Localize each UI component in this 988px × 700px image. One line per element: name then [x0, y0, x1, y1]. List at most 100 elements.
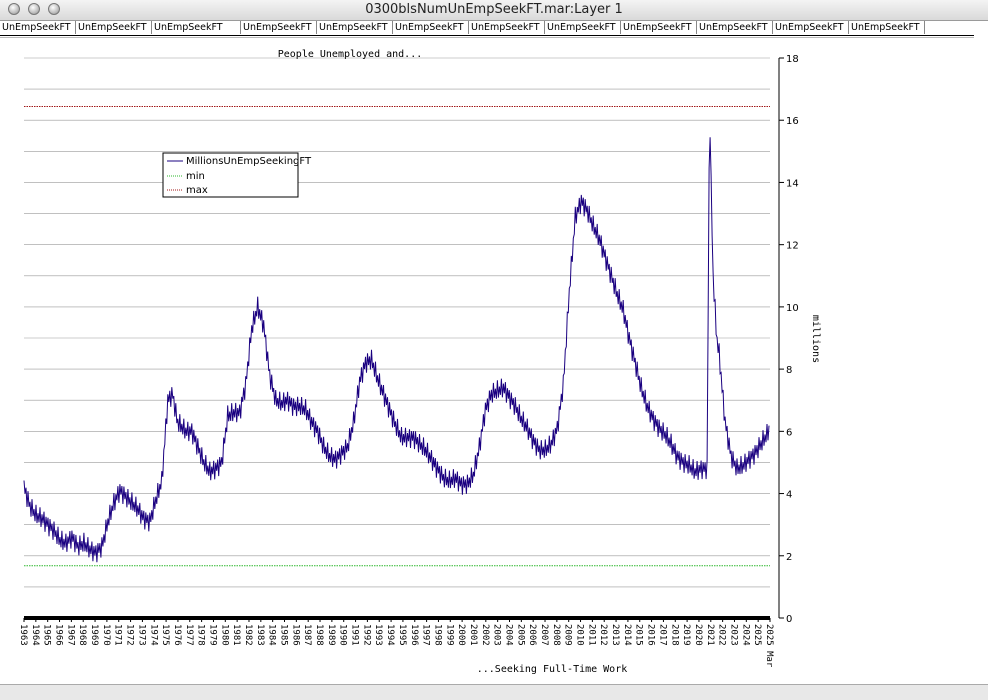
x-tick-label: 2009: [563, 624, 573, 646]
layer-tab[interactable]: UnEmpSeekFT: [697, 21, 773, 34]
y-tick-label: 14: [786, 178, 799, 189]
x-tick-label: 1970: [101, 624, 111, 646]
legend-label-series: MillionsUnEmpSeekingFT: [186, 156, 312, 167]
x-tick-label: 1998: [432, 624, 442, 646]
x-tick-label: 1968: [77, 624, 87, 646]
y-axis-label: millions: [810, 315, 821, 363]
y-tick-label: 16: [786, 116, 799, 127]
x-tick-label: 2013: [610, 624, 620, 646]
x-tick-label: 1996: [409, 624, 419, 646]
x-tick-label: 1983: [255, 624, 265, 646]
x-axis: 1963 1964 1965 1966 1967 1968 1969 1970 1971 1972…: [18, 616, 774, 668]
line-chart: 0 2 4 6 8 10 12 14 16 18 1963 1964 1965 1966 1967 1968…: [18, 49, 821, 675]
x-tick-label: 2021: [705, 624, 715, 646]
x-tick-label: 1981: [231, 624, 241, 646]
window-titlebar: 0300blsNumUnEmpSeekFT.mar:Layer 1: [0, 0, 988, 21]
x-tick-label: 1969: [89, 624, 99, 646]
x-tick-label: 1984: [267, 624, 277, 646]
chart-area: 0 2 4 6 8 10 12 14 16 18 1963 1964 1965 1966 1967 1968…: [0, 37, 974, 684]
x-tick-label: 2025 Mar: [764, 624, 774, 668]
x-tick-label: 2018: [669, 624, 679, 646]
layer-tab[interactable]: UnEmpSeekFT: [76, 21, 152, 34]
x-tick-label: 2025: [752, 624, 762, 646]
chart-legend: MillionsUnEmpSeekingFT min max: [162, 152, 312, 198]
x-tick-label: 1965: [42, 624, 52, 646]
layer-tab[interactable]: UnEmpSeekFT: [469, 21, 545, 34]
y-tick-label: 4: [786, 490, 792, 501]
x-tick-label: 1973: [136, 624, 146, 646]
x-tick-label: 2014: [622, 624, 632, 646]
layer-tab[interactable]: UnEmpSeekFT: [393, 21, 469, 34]
zoom-window-button[interactable]: [48, 3, 60, 15]
x-tick-label: 1993: [373, 624, 383, 646]
y-tick-label: 2: [786, 552, 792, 563]
x-tick-label: 2005: [515, 624, 525, 646]
x-tick-label: 1978: [196, 624, 206, 646]
x-tick-label: 1976: [172, 624, 182, 646]
x-tick-label: 1975: [160, 624, 170, 646]
x-tick-label: 2022: [717, 624, 727, 646]
x-tick-label: 1963: [18, 624, 28, 646]
layer-tab[interactable]: UnEmpSeekFT: [545, 21, 621, 34]
legend-label-min: min: [186, 171, 205, 182]
x-tick-label: 1966: [54, 624, 64, 646]
series-line: [23, 137, 770, 563]
x-tick-label: 1982: [243, 624, 253, 646]
x-tick-label: 1992: [361, 624, 371, 646]
window-right-edge: [974, 37, 988, 684]
x-tick-label: 2002: [480, 624, 490, 646]
minimize-window-button[interactable]: [28, 3, 40, 15]
x-tick-label: 2010: [575, 624, 585, 646]
window-title: 0300blsNumUnEmpSeekFT.mar:Layer 1: [365, 2, 623, 17]
layer-tab[interactable]: UnEmpSeekFT: [621, 21, 697, 34]
x-tick-label: 1974: [148, 624, 158, 646]
x-tick-label: 1999: [444, 624, 454, 646]
y-tick-label: 12: [786, 241, 799, 252]
x-tick-label: 2019: [681, 624, 691, 646]
x-tick-label: 1977: [184, 624, 194, 646]
layer-tab[interactable]: UnEmpSeekFT: [0, 21, 76, 34]
y-tick-label: 18: [786, 54, 799, 65]
x-tick-label: 2004: [503, 624, 513, 646]
status-bar: [0, 684, 988, 700]
x-tick-label: 1988: [314, 624, 324, 646]
x-tick-label: 2001: [468, 624, 478, 646]
x-tick-label: 1997: [421, 624, 431, 646]
x-tick-label: 2020: [693, 624, 703, 646]
x-tick-label: 1991: [350, 624, 360, 646]
gridlines: [24, 57, 770, 619]
x-tick-label: 1987: [302, 624, 312, 646]
y-axis: 0 2 4 6 8 10 12 14 16 18: [778, 54, 799, 625]
x-tick-label: 2011: [586, 624, 596, 646]
tab-strip-divider: [0, 35, 974, 36]
x-tick-label: 1995: [397, 624, 407, 646]
x-tick-label: 2015: [634, 624, 644, 646]
x-tick-label: 2024: [740, 624, 750, 646]
layer-tab[interactable]: UnEmpSeekFT: [317, 21, 393, 34]
x-tick-label: 1979: [207, 624, 217, 646]
x-tick-label: 1980: [219, 624, 229, 646]
layer-tab[interactable]: UnEmpSeekFT: [773, 21, 849, 34]
x-tick-label: 1985: [279, 624, 289, 646]
y-tick-label: 0: [786, 614, 792, 625]
x-tick-label: 2023: [728, 624, 738, 646]
close-window-button[interactable]: [8, 3, 20, 15]
x-tick-label: 2006: [527, 624, 537, 646]
layer-tab-strip: UnEmpSeekFT UnEmpSeekFT UnEmpSeekFT UnEm…: [0, 21, 988, 35]
x-tick-label: 1964: [30, 624, 40, 646]
x-tick-label: 1994: [385, 624, 395, 646]
x-tick-label: 1990: [338, 624, 348, 646]
x-tick-label: 2003: [492, 624, 502, 646]
x-tick-label: 2007: [539, 624, 549, 646]
layer-tab[interactable]: UnEmpSeekFT: [241, 21, 317, 34]
layer-tab[interactable]: UnEmpSeekFT: [152, 21, 241, 34]
x-tick-label: 1971: [113, 624, 123, 646]
layer-tab[interactable]: UnEmpSeekFT: [849, 21, 925, 34]
x-tick-label: 1989: [326, 624, 336, 646]
x-tick-label: 1967: [65, 624, 75, 646]
y-tick-label: 10: [786, 303, 799, 314]
x-tick-label: 2012: [598, 624, 608, 646]
x-tick-label: 2017: [657, 624, 667, 646]
x-axis-label: ...Seeking Full-Time Work: [477, 664, 628, 675]
series-layer: [23, 106, 770, 567]
